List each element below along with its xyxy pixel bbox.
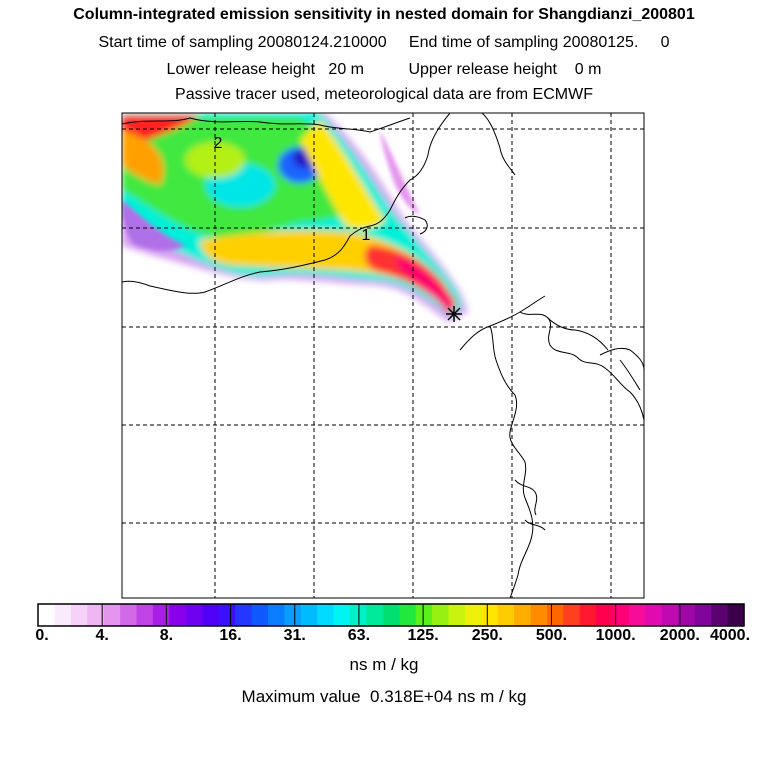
contour-label-1: 1	[362, 227, 371, 244]
colorbar-cell	[202, 604, 220, 626]
colorbar-cell	[120, 604, 138, 626]
coastline	[122, 113, 644, 598]
colorbar-cell	[152, 604, 170, 626]
colorbar-cell	[382, 604, 400, 626]
colorbar-cell	[317, 604, 335, 626]
colorbar-tick-label: 500.	[535, 627, 568, 644]
colorbar-cell	[530, 604, 548, 626]
colorbar-units: ns m / kg	[349, 655, 419, 674]
colorbar-cell	[464, 604, 482, 626]
sensitivity-plume	[122, 113, 468, 322]
colorbar-cell	[399, 604, 417, 626]
colorbar-tick-label: 31.	[283, 627, 306, 644]
colorbar-cell	[54, 604, 72, 626]
colorbar-cell	[612, 604, 630, 626]
release-height-line: Lower release height 20 m Upper release …	[166, 61, 602, 78]
colorbar-cell	[300, 604, 318, 626]
colorbar-cell	[169, 604, 187, 626]
colorbar	[37, 603, 745, 627]
colorbar-cell	[136, 604, 154, 626]
colorbar-cell	[629, 604, 647, 626]
figure-title: Column-integrated emission sensitivity i…	[73, 6, 695, 23]
tracer-info-line: Passive tracer used, meteorological data…	[175, 86, 593, 103]
colorbar-cell	[563, 604, 581, 626]
maximum-value: Maximum value 0.318E+04 ns m / kg	[241, 687, 527, 706]
colorbar-tick-label: 4.	[95, 627, 109, 644]
colorbar-cell	[579, 604, 597, 626]
colorbar-cell	[596, 604, 614, 626]
colorbar-cell	[481, 604, 499, 626]
colorbar-cell	[235, 604, 253, 626]
colorbar-tick-label: 8.	[159, 627, 174, 644]
colorbar-cell	[70, 604, 88, 626]
colorbar-cell	[185, 604, 203, 626]
colorbar-cell	[87, 604, 105, 626]
colorbar-cell	[711, 604, 729, 626]
colorbar-frame	[37, 603, 745, 627]
receptor-star-icon	[446, 306, 462, 322]
colorbar-cell	[415, 604, 433, 626]
sampling-time-line: Start time of sampling 20080124.210000 E…	[98, 34, 670, 51]
colorbar-cell	[333, 604, 351, 626]
colorbar-cell	[432, 604, 450, 626]
colorbar-cell	[448, 604, 466, 626]
colorbar-tick-label: 2000.	[659, 627, 700, 644]
colorbar-cell	[251, 604, 269, 626]
colorbar-cell	[267, 604, 285, 626]
colorbar-tick-label: 4000.	[709, 627, 751, 644]
colorbar-tick-label: 63.	[347, 627, 371, 644]
colorbar-cell	[38, 604, 56, 626]
colorbar-cell	[497, 604, 515, 626]
contour-label-2: 2	[214, 135, 223, 152]
colorbar-cell	[546, 604, 564, 626]
colorbar-cell	[366, 604, 384, 626]
colorbar-cell	[694, 604, 712, 626]
colorbar-tick-label: 1000.	[595, 627, 636, 644]
colorbar-cell	[284, 604, 302, 626]
colorbar-cell	[678, 604, 696, 626]
colorbar-cell	[727, 604, 745, 626]
colorbar-tick-label: 125.	[407, 627, 439, 644]
colorbar-tick-label: 250.	[471, 627, 503, 644]
colorbar-cell	[218, 604, 236, 626]
colorbar-cell	[645, 604, 663, 626]
lat-lon-grid	[122, 113, 644, 598]
colorbar-cell	[103, 604, 121, 626]
colorbar-cell	[661, 604, 679, 626]
colorbar-tick-label: 0.	[35, 627, 49, 644]
colorbar-tick-label: 16.	[219, 627, 242, 644]
colorbar-cell	[514, 604, 532, 626]
map-frame	[121, 112, 645, 599]
